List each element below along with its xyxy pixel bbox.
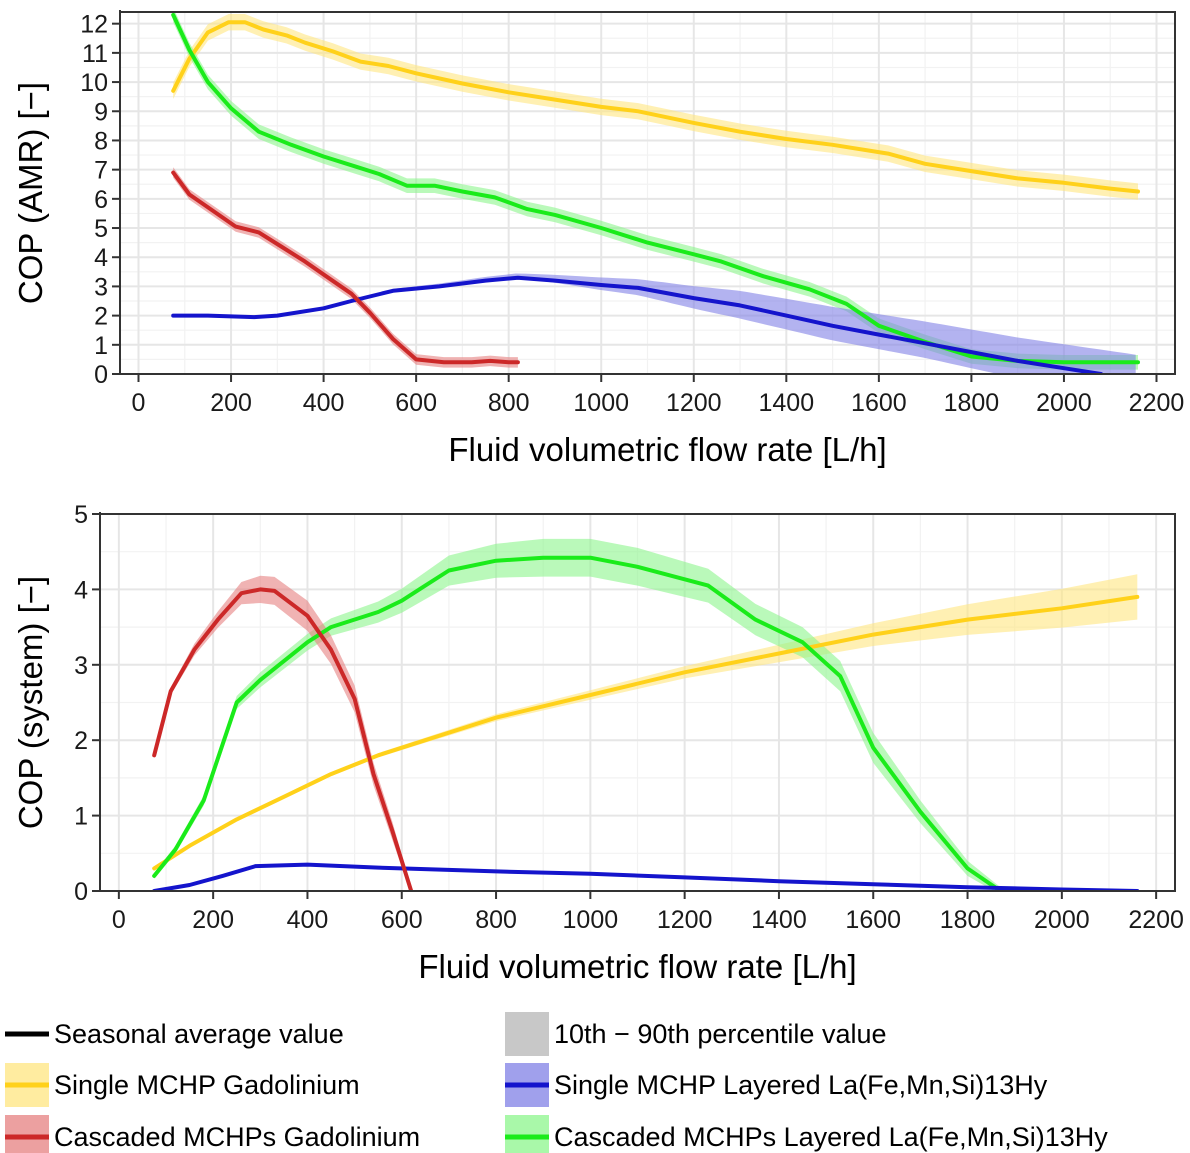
y-tick-label: 7	[94, 157, 108, 185]
line-single-mchp-layered-la-fe-mn-si-13hy	[152, 862, 1140, 891]
x-tick-label: 1400	[759, 389, 815, 417]
legend: Seasonal average value 10th − 90th percen…	[5, 1012, 1108, 1153]
y-tick-label: 5	[94, 215, 108, 243]
legend-label: 10th − 90th percentile value	[554, 1019, 887, 1049]
legend-item-cascaded-mchps-layered-la-fe-mn-si-13hy: Cascaded MCHPs Layered La(Fe,Mn,Si)13Hy	[505, 1115, 1108, 1153]
x-tick-label: 200	[210, 389, 252, 417]
band-single-mchp-gadolinium	[173, 14, 1138, 200]
series-group	[171, 12, 1140, 374]
legend-swatch	[505, 1012, 549, 1056]
x-tick-label: 400	[303, 389, 345, 417]
x-axis-title: Fluid volumetric flow rate [L/h]	[418, 948, 856, 985]
legend-label: Cascaded MCHPs Gadolinium	[54, 1122, 420, 1152]
x-tick-label: 600	[395, 389, 437, 417]
x-tick-label: 2200	[1128, 906, 1184, 934]
x-tick-label: 400	[287, 906, 329, 934]
legend-item-single-mchp-gadolinium: Single MCHP Gadolinium	[5, 1063, 360, 1107]
y-tick-label: 6	[94, 186, 108, 214]
y-tick-label: 9	[94, 98, 108, 126]
top-chart-cop-amr: 0 200 400 600 800 1000 1200 1400 1600 1800 2000 220…	[12, 10, 1185, 468]
y-tick-label: 0	[74, 878, 88, 906]
y-tick-label: 4	[74, 576, 88, 604]
bottom-chart-cop-system: 0 200 400 600 800 1000 1200 1400 1600 1800 2000 220…	[12, 501, 1184, 985]
series-group	[152, 538, 1140, 891]
y-tick-label: 11	[82, 40, 108, 68]
x-tick-label: 2000	[1036, 389, 1092, 417]
line-cascaded-mchps-gadolinium	[171, 170, 520, 365]
x-axis-title: Fluid volumetric flow rate [L/h]	[448, 431, 886, 468]
x-tick-label: 1600	[851, 389, 907, 417]
line-single-mchp-gadolinium	[152, 594, 1140, 871]
band-single-mchp-gadolinium	[154, 574, 1138, 870]
legend-item-single-mchp-layered-la-fe-mn-si-13hy: Single MCHP Layered La(Fe,Mn,Si)13Hy	[505, 1063, 1048, 1107]
legend-item-10th-90th-percentile-value: 10th − 90th percentile value	[505, 1012, 887, 1056]
y-tick-label: 10	[80, 69, 108, 97]
x-tick-label: 800	[488, 389, 530, 417]
x-tick-label: 1800	[944, 389, 1000, 417]
legend-label: Cascaded MCHPs Layered La(Fe,Mn,Si)13Hy	[554, 1122, 1108, 1152]
legend-label: Seasonal average value	[54, 1019, 344, 1049]
line-single-mchp-gadolinium	[171, 20, 1140, 194]
band-cascaded-mchps-layered-la-fe-mn-si-13hy	[154, 538, 1001, 891]
legend-item-cascaded-mchps-gadolinium: Cascaded MCHPs Gadolinium	[5, 1115, 420, 1153]
y-tick-label: 2	[74, 727, 88, 755]
line-cascaded-mchps-gadolinium	[152, 587, 414, 891]
y-tick-label: 2	[94, 303, 108, 331]
y-tick-label: 1	[94, 332, 108, 360]
x-tick-label: 0	[112, 906, 126, 934]
line-single-mchp-layered-la-fe-mn-si-13hy	[171, 275, 1103, 374]
legend-swatch	[5, 1115, 49, 1153]
y-tick-label: 12	[80, 11, 108, 39]
y-axis-title: COP (system) [−]	[12, 576, 49, 829]
x-tick-label: 2000	[1034, 906, 1090, 934]
x-tick-label: 1000	[563, 906, 619, 934]
x-tick-label: 0	[132, 389, 146, 417]
line-cascaded-mchps-layered-la-fe-mn-si-13hy	[152, 555, 1003, 891]
legend-label: Single MCHP Layered La(Fe,Mn,Si)13Hy	[554, 1070, 1048, 1100]
x-tick-label: 600	[381, 906, 423, 934]
y-tick-label: 4	[94, 244, 108, 272]
legend-item-seasonal-average-value: Seasonal average value	[5, 1019, 344, 1049]
x-tick-label: 1400	[751, 906, 807, 934]
x-tick-label: 1800	[940, 906, 996, 934]
y-tick-label: 8	[94, 127, 108, 155]
plot-border	[99, 513, 1176, 892]
y-tick-label: 3	[74, 652, 88, 680]
y-axis-title: COP (AMR) [−]	[12, 82, 49, 304]
band-single-mchp-layered-la-fe-mn-si-13hy	[173, 273, 1136, 374]
plot-border	[119, 11, 1176, 375]
line-cascaded-mchps-layered-la-fe-mn-si-13hy	[171, 12, 1140, 365]
y-tick-label: 3	[94, 273, 108, 301]
legend-label: Single MCHP Gadolinium	[54, 1070, 360, 1100]
x-tick-label: 1000	[573, 389, 629, 417]
x-tick-label: 1200	[666, 389, 722, 417]
legend-swatch	[505, 1115, 549, 1153]
x-tick-label: 1600	[845, 906, 901, 934]
x-tick-label: 800	[475, 906, 517, 934]
x-tick-label: 2200	[1129, 389, 1185, 417]
y-tick-label: 1	[74, 803, 88, 831]
x-tick-label: 1200	[657, 906, 713, 934]
x-tick-label: 200	[192, 906, 234, 934]
y-tick-label: 5	[74, 501, 88, 529]
y-tick-label: 0	[94, 361, 108, 389]
